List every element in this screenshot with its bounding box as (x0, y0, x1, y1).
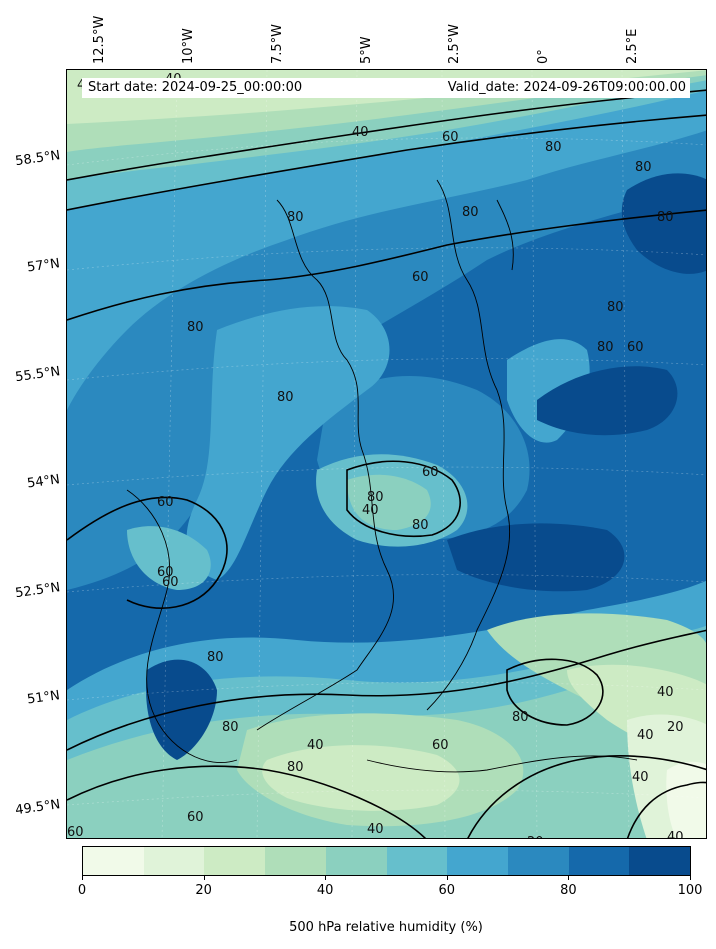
colorbar-title: 500 hPa relative humidity (%) (289, 920, 483, 935)
contour-label: 60 (157, 565, 174, 580)
contour-label: 40 (657, 685, 674, 700)
longitude-label: 0° (536, 49, 551, 64)
contour-label: 60 (187, 810, 204, 825)
rh-band-60-70-b (186, 306, 390, 580)
colorbar-tick-label: 60 (438, 883, 456, 898)
colorbar-segment (325, 847, 387, 875)
map-canvas (67, 70, 706, 838)
rh-band-20-30-b (262, 745, 460, 811)
contour-label: 60 (412, 270, 429, 285)
rh-band-90-100-b (447, 523, 625, 592)
latitude-label: 52.5°N (14, 580, 62, 602)
contour-label: 60 (162, 575, 179, 590)
contour-label: 80 (207, 650, 224, 665)
rh-band-0-10 (666, 761, 706, 838)
latitude-label: 51°N (26, 688, 62, 708)
colorbar-segment (204, 847, 266, 875)
contour-label: 40 (362, 503, 379, 518)
contour-lines (67, 89, 706, 838)
graticule (67, 70, 706, 838)
contour-label: 80 (277, 390, 294, 405)
latitude-label: 54°N (26, 472, 62, 492)
latitude-label: 57°N (26, 256, 62, 276)
contour-label: 80 (187, 320, 204, 335)
info-box: Start date: 2024-09-25_00:00:00 Valid_da… (82, 78, 690, 98)
contour-label: 20 (527, 835, 544, 838)
colorbar-segment (629, 847, 691, 875)
colorbar-tick-label: 20 (195, 883, 212, 898)
longitude-label: 2.5°W (447, 23, 462, 64)
contour-label: 60 (157, 495, 174, 510)
contour-label: 40 (367, 822, 384, 837)
contour-label: 80 (287, 210, 304, 225)
start-date: Start date: 2024-09-25_00:00:00 (88, 80, 303, 95)
contour-label: 40 (352, 125, 369, 140)
longitude-label: 2.5°E (625, 28, 640, 64)
colorbar-tick (446, 876, 448, 880)
contour-label: 40 (637, 728, 654, 743)
contour-label: 80 (287, 760, 304, 775)
contour-label: 60 (627, 340, 644, 355)
longitude-label: 7.5°W (270, 23, 285, 64)
contour-label: 80 (462, 205, 479, 220)
latitude-label: 58.5°N (14, 148, 62, 170)
contour-label: 60 (432, 738, 449, 753)
contour-label: 80 (412, 518, 429, 533)
colorbar-tick (568, 876, 570, 880)
latitude-label: 49.5°N (14, 797, 62, 819)
colorbar-segment (568, 847, 630, 875)
rh-band-90-100-d (621, 173, 706, 274)
contour-label: 80 (367, 490, 384, 505)
colorbar-tick-label: 100 (677, 883, 703, 898)
colorbar-tick (203, 876, 205, 880)
rh-band-90-100 (537, 366, 678, 436)
colorbar-tick (82, 876, 83, 880)
contour-label: 40 (307, 738, 324, 753)
colorbar-tick-label: 40 (316, 883, 334, 898)
contour-label: 80 (635, 160, 652, 175)
coastlines (126, 179, 638, 773)
latitude-label: 55.5°N (14, 364, 62, 386)
colorbar-tick (690, 876, 691, 880)
contour-label: 80 (657, 210, 674, 225)
longitude-label: 12.5°W (92, 15, 107, 64)
colorbar-segment (507, 847, 569, 875)
contour-label: 60 (422, 465, 439, 480)
colorbar-tick-label: 80 (560, 883, 577, 898)
contour-label: 40 (667, 830, 684, 839)
contour-label: 80 (512, 710, 529, 725)
colorbar-segment (386, 847, 448, 875)
longitude-label: 10°W (181, 28, 196, 64)
contour-label: 80 (222, 720, 239, 735)
contour-label: 40 (632, 770, 649, 785)
contour-label: 60 (67, 825, 84, 839)
colorbar-segment (265, 847, 326, 875)
colorbar (82, 846, 691, 876)
valid-date: Valid_date: 2024-09-26T09:00:00.00 (447, 80, 686, 95)
colorbar-segment (143, 847, 205, 875)
colorbar-segment (83, 847, 144, 875)
rh-band-40-50-b (347, 474, 431, 530)
longitude-label: 5°W (359, 36, 374, 64)
contour-label: 80 (607, 300, 624, 315)
contour-label: 60 (442, 130, 459, 145)
humidity-map: 40 40 40 60 80 80 80 60 80 80 80 80 60 80 80 80 60 80 60 40… (66, 69, 707, 839)
contour-label: 80 (545, 140, 562, 155)
contour-label: 80 (597, 340, 614, 355)
colorbar-segment (447, 847, 508, 875)
contour-label: 20 (667, 720, 684, 735)
colorbar-tick (325, 876, 327, 880)
colorbar-tick-label: 0 (77, 883, 87, 898)
